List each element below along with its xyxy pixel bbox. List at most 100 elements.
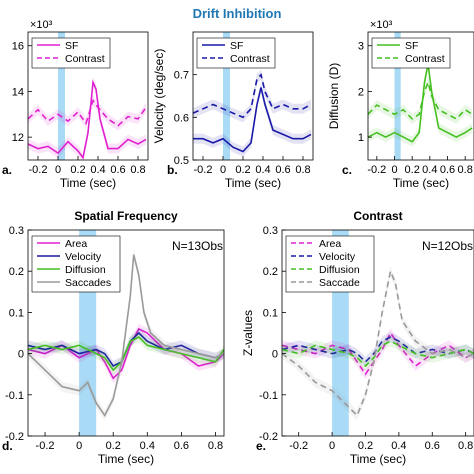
x-tick-label: 0.4 xyxy=(422,164,437,176)
y-axis-label: Diffusion (D) xyxy=(327,63,341,129)
y-tick-label: 16 xyxy=(12,41,24,53)
y-axis-label: Z-values xyxy=(241,310,255,356)
y-tick-label: -0.1 xyxy=(259,390,278,402)
x-tick-label: -0.2 xyxy=(29,164,48,176)
y-tick-label: 0.2 xyxy=(263,266,278,278)
series-line xyxy=(193,73,312,119)
legend-label: Contrast xyxy=(405,53,445,65)
series-line xyxy=(368,63,473,143)
x-axis-label: Time (sec) xyxy=(225,176,281,190)
axes-frame xyxy=(27,229,225,437)
sample-size-annotation: N=13Obs xyxy=(172,239,223,253)
axes-frame xyxy=(192,31,314,161)
series-line xyxy=(28,79,147,160)
x-tick-label: 0.2 xyxy=(106,440,121,452)
panel-letter: e. xyxy=(256,439,266,453)
series-line xyxy=(368,79,473,120)
x-tick-label: 0.4 xyxy=(90,164,105,176)
x-tick-label: 0.4 xyxy=(140,440,155,452)
y-tick-label: 3 xyxy=(358,41,364,53)
series-line xyxy=(282,268,474,417)
x-tick-label: 0.2 xyxy=(70,164,85,176)
x-axis-label: Time (sec) xyxy=(98,452,154,466)
y-tick-label: 0.6 xyxy=(174,112,189,124)
x-tick-label: 0 xyxy=(55,164,61,176)
x-tick-label: 0 xyxy=(76,440,82,452)
legend-label: Saccade xyxy=(319,277,360,289)
panel-letter: c. xyxy=(342,163,352,177)
legend-label: SF xyxy=(230,40,243,52)
x-tick-label: 0.2 xyxy=(358,440,373,452)
series-line xyxy=(282,331,474,376)
series-band xyxy=(282,328,474,380)
y-tick-label: -0.2 xyxy=(5,431,24,443)
x-axis-label: Time (sec) xyxy=(60,176,116,190)
y-tick-label: 0.3 xyxy=(9,225,24,237)
x-tick-label: 0 xyxy=(329,440,335,452)
figure-title: Drift Inhibition xyxy=(193,6,282,21)
legend-label: Velocity xyxy=(65,251,102,263)
x-tick-label: -0.2 xyxy=(36,440,55,452)
x-tick-label: 0.4 xyxy=(255,164,270,176)
x-tick-label: 0 xyxy=(391,164,397,176)
panel-5: -0.2 0 0.2 0.4 0.6 0.8 -0.2 -0.1 0 0.1 0.2 0.3 Time … xyxy=(241,209,474,466)
stimulus-band xyxy=(58,32,65,160)
x-tick-label: 0 xyxy=(220,164,226,176)
x-tick-label: 0.4 xyxy=(391,440,406,452)
legend-label: Contrast xyxy=(65,53,105,65)
x-tick-label: 0.8 xyxy=(295,164,310,176)
x-tick-label: -0.2 xyxy=(289,440,308,452)
x-tick-label: 0.8 xyxy=(208,440,223,452)
stimulus-band xyxy=(223,32,230,160)
axes-frame xyxy=(27,31,149,161)
series-band xyxy=(193,82,311,157)
y-tick-label: 0 xyxy=(18,349,24,361)
axes-frame xyxy=(367,31,474,161)
x-tick-label: -0.2 xyxy=(367,164,386,176)
y-tick-label: 0.5 xyxy=(174,155,189,167)
panel-letter: b. xyxy=(167,163,178,177)
panel-title: Contrast xyxy=(353,209,402,223)
sample-size-annotation: N=12Obs xyxy=(422,239,473,253)
series-band xyxy=(28,332,224,376)
axis-exponent: ×10³ xyxy=(370,19,393,31)
legend-label: Contrast xyxy=(230,53,270,65)
panel-letter: d. xyxy=(2,439,13,453)
x-tick-label: 0.8 xyxy=(458,440,473,452)
series-line xyxy=(28,254,224,417)
stimulus-band xyxy=(394,32,401,160)
panel-4: -0.2 0 0.2 0.4 0.6 0.8 -0.2 -0.1 0 0.1 0.2 0.3 Time … xyxy=(2,209,225,466)
series-line xyxy=(28,336,224,372)
panel-3: -0.2 0 0.2 0.4 0.6 0.8 1 2 3 Time (sec) Diffusion … xyxy=(327,19,474,190)
x-axis-label: Time (sec) xyxy=(393,176,449,190)
y-tick-label: 0.7 xyxy=(174,70,189,82)
x-tick-label: 0.6 xyxy=(110,164,125,176)
y-tick-label: 0.3 xyxy=(263,225,278,237)
y-tick-label: 12 xyxy=(12,132,24,144)
series-band xyxy=(28,77,146,160)
series-band xyxy=(282,332,474,367)
x-tick-label: 0.8 xyxy=(130,164,145,176)
panel-2: -0.2 0 0.2 0.4 0.6 0.8 0.5 0.6 0.7 Time (sec) Velo… xyxy=(152,31,314,190)
series-line xyxy=(28,98,147,127)
panel-letter: a. xyxy=(2,163,12,177)
axis-exponent: ×10³ xyxy=(30,19,53,31)
legend-label: Area xyxy=(65,238,87,250)
legend-label: Diffusion xyxy=(319,264,360,276)
panel-1: -0.2 0 0.2 0.4 0.6 0.8 12 14 16 Time (sec) ×10³ a. S… xyxy=(2,19,149,190)
series-line xyxy=(282,340,474,368)
legend-label: Area xyxy=(319,238,341,250)
series-band xyxy=(282,336,474,371)
x-tick-label: 0.6 xyxy=(440,164,455,176)
axes-frame xyxy=(281,229,474,437)
legend-label: Velocity xyxy=(319,251,356,263)
y-tick-label: -0.2 xyxy=(259,431,278,443)
series-band xyxy=(368,59,473,147)
x-tick-label: 0.2 xyxy=(405,164,420,176)
series-band xyxy=(368,77,473,124)
y-tick-label: 0.1 xyxy=(9,307,24,319)
x-tick-label: 0.6 xyxy=(275,164,290,176)
x-tick-label: 0.2 xyxy=(235,164,250,176)
panel-title: Spatial Frequency xyxy=(74,209,178,223)
